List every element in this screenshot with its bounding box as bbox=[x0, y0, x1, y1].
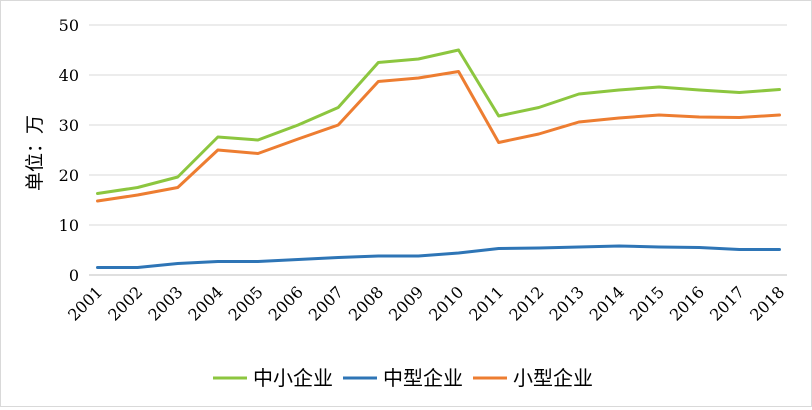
x-tick-label: 2011 bbox=[465, 282, 507, 324]
x-tick-label: 2018 bbox=[746, 282, 788, 324]
y-tick-label: 40 bbox=[59, 66, 79, 85]
x-tick-label: 2013 bbox=[546, 282, 588, 324]
x-tick-label: 2001 bbox=[64, 282, 106, 324]
x-tick-label: 2017 bbox=[706, 282, 748, 324]
series-line-1 bbox=[98, 246, 780, 268]
y-tick-label: 10 bbox=[59, 216, 79, 235]
y-tick-label: 0 bbox=[69, 266, 79, 285]
legend-label: 小型企业 bbox=[513, 366, 593, 390]
series-lines bbox=[97, 50, 779, 268]
x-tick-label: 2009 bbox=[385, 282, 427, 324]
x-tick-label: 2004 bbox=[184, 282, 226, 324]
x-tick-label: 2003 bbox=[144, 282, 186, 324]
y-axis-label: 单位：万 bbox=[24, 115, 46, 191]
x-tick-label: 2014 bbox=[586, 282, 628, 324]
x-tick-label: 2010 bbox=[425, 282, 467, 324]
x-tick-label: 2005 bbox=[225, 282, 267, 324]
y-tick-label: 20 bbox=[59, 166, 79, 185]
x-tick-label: 2012 bbox=[505, 282, 547, 324]
legend: 中小企业 中型企业 小型企业 bbox=[213, 366, 593, 390]
y-tick-label: 50 bbox=[59, 16, 79, 35]
x-tick-label: 2006 bbox=[265, 282, 307, 324]
series-line-2 bbox=[98, 72, 780, 202]
series-line-0 bbox=[98, 50, 780, 194]
x-tick-label: 2015 bbox=[626, 282, 668, 324]
legend-label: 中型企业 bbox=[383, 366, 463, 390]
x-tick-label: 2002 bbox=[104, 282, 146, 324]
x-tick-label: 2016 bbox=[666, 282, 708, 324]
x-tick-label: 2008 bbox=[345, 282, 387, 324]
y-axis-ticks: 0 10 20 30 40 50 bbox=[59, 16, 79, 285]
legend-label: 中小企业 bbox=[253, 366, 333, 390]
y-tick-label: 30 bbox=[59, 116, 79, 135]
x-axis-ticks: 2001200220032004200520062007200820092010… bbox=[64, 282, 788, 324]
x-tick-label: 2007 bbox=[305, 282, 347, 324]
